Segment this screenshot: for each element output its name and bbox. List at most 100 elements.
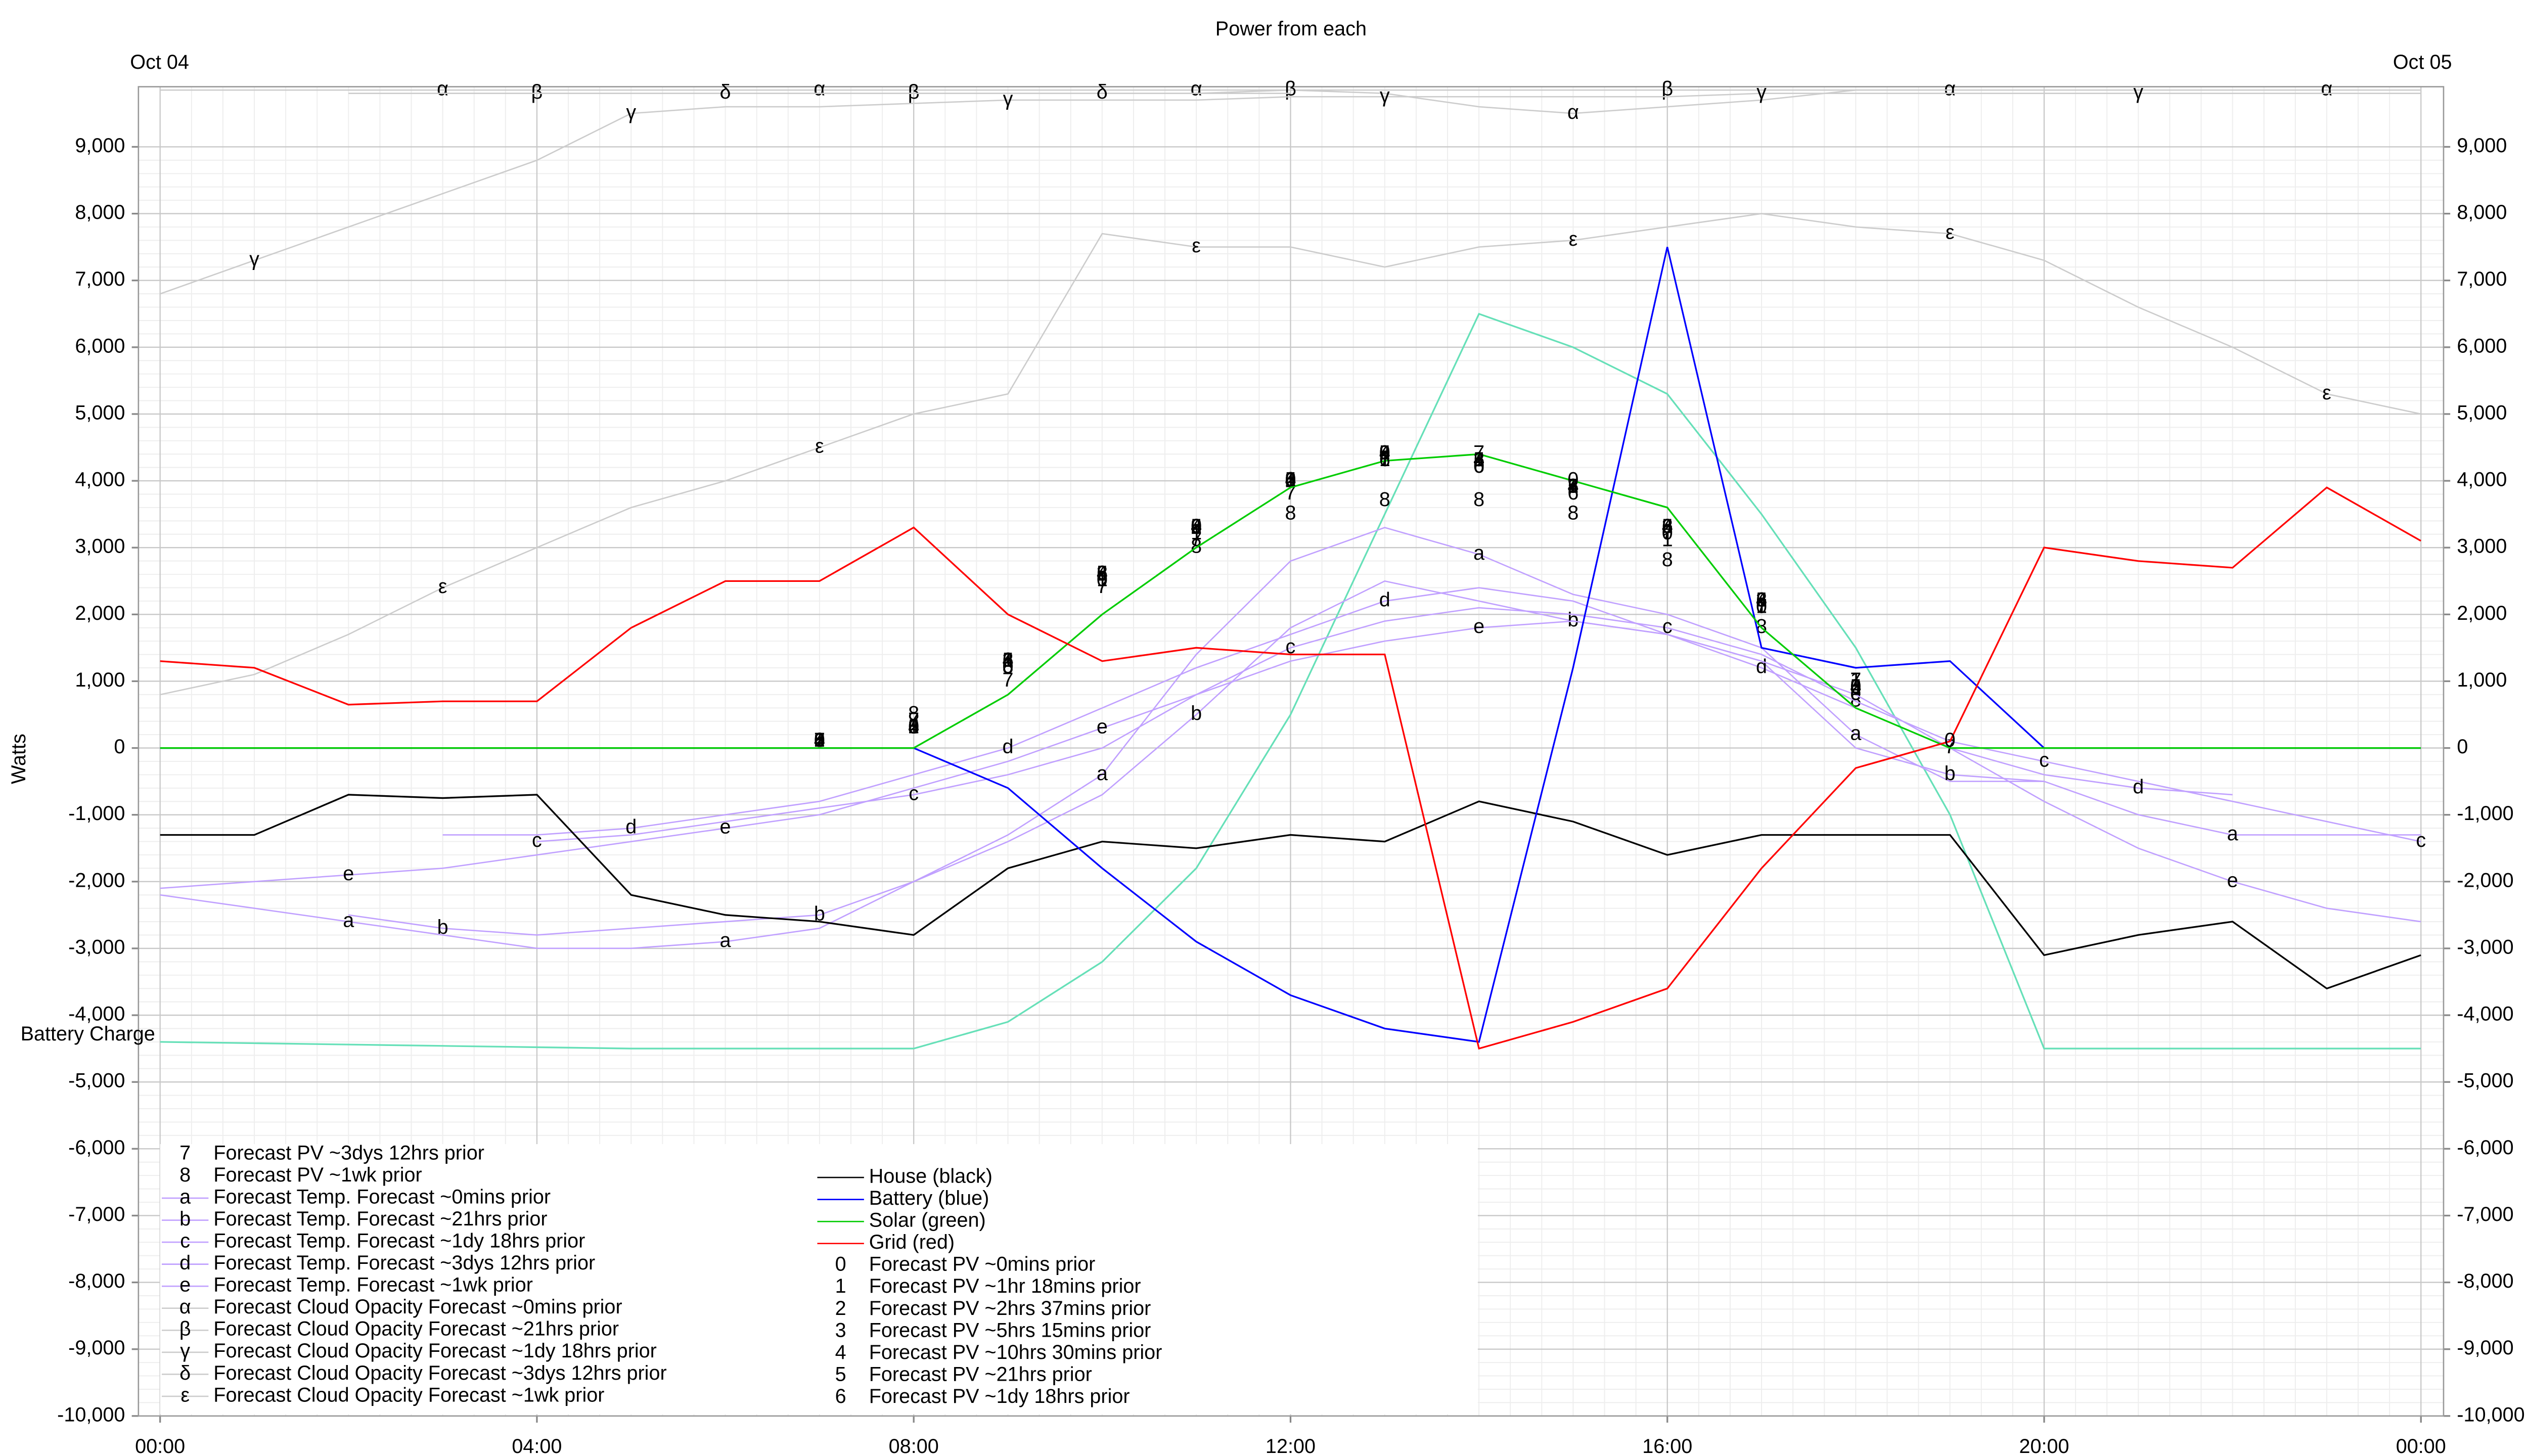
legend-label: Forecast Cloud Opacity Forecast ~0mins p…: [213, 1296, 622, 1318]
series-marker: 3: [1285, 469, 1296, 491]
series-marker: 7: [1097, 575, 1108, 598]
y2-tick-label: -10,000: [2457, 1403, 2524, 1426]
legend-label: Forecast Temp. Forecast ~0mins prior: [213, 1186, 551, 1208]
series-marker: 8: [1567, 502, 1578, 524]
series-marker: d: [1379, 588, 1390, 611]
series-marker: d: [2133, 776, 2144, 798]
series-marker: 1: [1003, 649, 1014, 671]
legend-marker: c: [180, 1230, 190, 1252]
series-marker: ε: [438, 575, 447, 598]
series-marker: γ: [1380, 84, 1390, 107]
y-tick-label: -4,000: [68, 1003, 125, 1025]
series-marker: 4: [1850, 675, 1861, 698]
legend-marker: 7: [179, 1142, 191, 1164]
series-marker: b: [437, 916, 448, 938]
legend-label: Forecast Temp. Forecast ~21hrs prior: [213, 1208, 547, 1230]
series-marker: 6: [1003, 649, 1014, 671]
series-marker: 2: [1285, 469, 1296, 491]
series-marker: 4: [814, 729, 825, 751]
y2-tick-label: -4,000: [2457, 1003, 2513, 1025]
series-line: [160, 213, 2421, 696]
y2-tick-label: 3,000: [2457, 535, 2507, 558]
series-marker: 0: [1379, 442, 1390, 464]
series-marker: e: [2227, 869, 2238, 891]
series-marker: γ: [1003, 87, 1013, 110]
series-marker: 5: [1662, 515, 1673, 537]
series-line: [160, 93, 2421, 295]
series-marker: 4: [1756, 588, 1767, 611]
series-line: [536, 607, 2421, 842]
series-marker: 5: [1850, 675, 1861, 698]
series-marker: 1: [1567, 475, 1578, 497]
series-marker: 7: [1756, 596, 1767, 618]
series-marker: 3: [1097, 562, 1108, 584]
series-marker: 4: [1567, 475, 1578, 497]
y-tick-label: 9,000: [75, 134, 125, 157]
series-marker: 1: [1473, 448, 1484, 471]
y2-tick-label: 2,000: [2457, 602, 2507, 624]
series-marker: 3: [1850, 675, 1861, 698]
series-marker: 3: [1191, 515, 1202, 537]
x-tick-label: 16:00: [1642, 1435, 1692, 1456]
y-tick-label: 4,000: [75, 469, 125, 491]
y-tick-label: -2,000: [68, 869, 125, 891]
x-tick-label: 00:00: [2396, 1435, 2446, 1456]
series-marker: 5: [1379, 442, 1390, 464]
series-marker: b: [1567, 609, 1578, 631]
series-marker: e: [343, 862, 354, 885]
legend-label: Forecast PV ~1dy 18hrs prior: [869, 1385, 1130, 1407]
series-marker: 0: [1756, 596, 1767, 618]
legend-label: House (black): [869, 1165, 992, 1188]
y-tick-label: -9,000: [68, 1337, 125, 1359]
series-marker: 2: [1473, 448, 1484, 471]
series-marker: β: [531, 81, 543, 103]
legend-marker: δ: [179, 1362, 191, 1384]
series-marker: α: [1567, 101, 1579, 123]
series-marker: e: [1473, 615, 1484, 638]
series-marker: 7: [814, 729, 825, 751]
series-marker: 2: [908, 715, 919, 738]
legend-marker: e: [179, 1274, 191, 1296]
series-marker: d: [1756, 655, 1767, 677]
series-marker: 2: [1850, 675, 1861, 698]
series-marker: 5: [908, 715, 919, 738]
series-marker: 0: [1662, 522, 1673, 544]
series-marker: δ: [1097, 81, 1108, 103]
series-marker: β: [1661, 78, 1673, 100]
series-marker: 1: [1191, 522, 1202, 544]
series-marker: 4: [1003, 649, 1014, 671]
series-marker: 0: [1850, 675, 1861, 698]
y2-tick-label: -5,000: [2457, 1070, 2513, 1092]
series-marker: e: [1850, 682, 1861, 704]
y2-tick-label: -9,000: [2457, 1337, 2513, 1359]
series-marker: 3: [1473, 448, 1484, 471]
series-marker: 8: [814, 729, 825, 751]
date-end: Oct 05: [2393, 51, 2452, 73]
series-marker: 6: [1473, 455, 1484, 477]
series-marker: β: [1285, 78, 1296, 100]
y2-tick-label: 1,000: [2457, 669, 2507, 691]
legend-label: Forecast Cloud Opacity Forecast ~3dys 12…: [213, 1362, 666, 1384]
series-line: [160, 794, 2421, 990]
series-marker: 4: [1473, 448, 1484, 471]
y-tick-label: 3,000: [75, 535, 125, 558]
series-marker: b: [814, 902, 825, 925]
legend-marker: d: [179, 1252, 191, 1274]
y-axis-label: Watts: [8, 734, 30, 784]
legend-marker: β: [179, 1318, 191, 1340]
series-marker: 0: [1191, 515, 1202, 537]
series-marker: 3: [1756, 588, 1767, 611]
series-marker: 8: [1191, 535, 1202, 558]
series-marker: 1: [1097, 569, 1108, 591]
legend-marker: 2: [835, 1297, 846, 1320]
y2-tick-label: 5,000: [2457, 401, 2507, 424]
series-marker: δ: [720, 81, 731, 103]
series-marker: 0: [814, 729, 825, 751]
series-marker: ε: [1946, 221, 1955, 244]
series-marker: a: [720, 929, 732, 951]
series-marker: 6: [1285, 469, 1296, 491]
y2-tick-label: 8,000: [2457, 201, 2507, 223]
series-line: [160, 486, 2421, 1050]
series-marker: β: [908, 81, 920, 103]
